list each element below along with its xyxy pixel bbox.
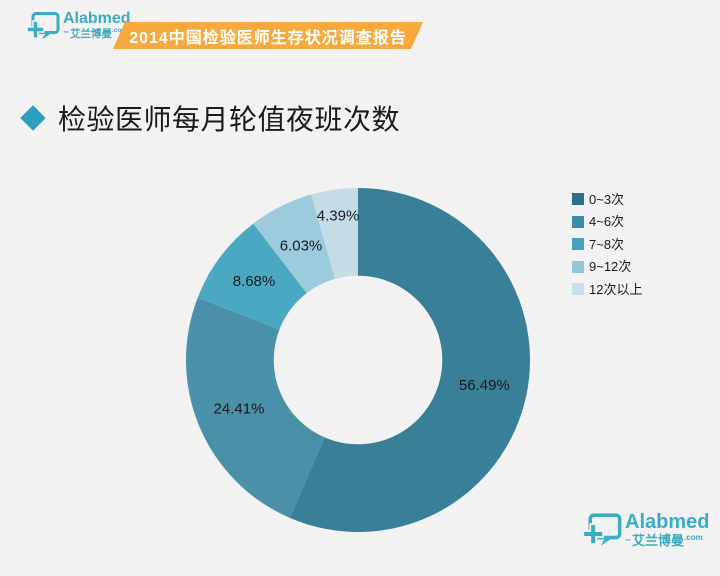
brand-name-cn: ™艾兰博曼.com	[63, 27, 128, 40]
legend-item-4: 12次以上	[572, 281, 643, 297]
page-title: 检验医师每月轮值夜班次数	[58, 104, 401, 135]
report-banner-text: 2014中国检验医师生存状况调查报告	[129, 29, 407, 47]
slice-label-2: 8.68%	[233, 273, 276, 290]
donut-slice-3	[253, 194, 336, 294]
brand-logo-header: Alabmed ™艾兰博曼.com	[26, 11, 131, 42]
brand-logo-footer: Alabmed ™艾兰博曼.com	[582, 512, 709, 549]
brand-name: Alabmed	[63, 10, 131, 27]
brand-tld: .com	[684, 533, 703, 542]
trademark-symbol: ™	[625, 538, 631, 545]
trademark-symbol: ™	[63, 31, 69, 38]
legend-label: 9~12次	[589, 259, 632, 274]
slice-label-1: 24.41%	[214, 401, 265, 418]
legend-item-3: 9~12次	[572, 259, 642, 274]
brand-logo-text: Alabmed ™艾兰博曼.com	[63, 11, 131, 40]
donut-slice-0	[289, 188, 530, 532]
brand-name: Alabmed	[625, 511, 710, 533]
legend-swatch-icon	[572, 260, 584, 273]
speech-bubble-plus-icon	[26, 12, 60, 40]
legend-swatch-icon	[572, 238, 584, 250]
diamond-bullet-icon	[20, 105, 46, 131]
legend-label: 7~8次	[589, 236, 625, 252]
brand-name-cn: ™艾兰博曼.com	[625, 533, 703, 548]
legend-swatch-icon	[572, 215, 584, 228]
donut-chart: 56.49% 24.41% 8.68% 6.03% 4.39%	[186, 188, 530, 532]
speech-bubble-plus-icon	[582, 513, 622, 546]
brand-tld: .com	[112, 27, 128, 34]
donut-slice-2	[197, 223, 307, 330]
legend-swatch-icon	[572, 193, 584, 205]
brand-logo-text: Alabmed ™艾兰博曼.com	[625, 512, 709, 547]
legend-item-2: 7~8次	[572, 236, 642, 252]
report-banner: 2014中国检验医师生存状况调查报告	[113, 22, 423, 49]
slice-label-4: 4.39%	[317, 207, 360, 224]
section-title-row: 检验医师每月轮值夜班次数	[20, 98, 401, 138]
slice-label-0: 56.49%	[459, 377, 510, 394]
legend-item-1: 4~6次	[572, 214, 642, 229]
donut-slice-4	[311, 188, 358, 279]
donut-slice-1	[186, 297, 325, 518]
chart-legend: 0~3次 4~6次 7~8次 9~12次 12次以上	[572, 193, 642, 306]
legend-label: 12次以上	[589, 281, 643, 297]
legend-swatch-icon	[572, 283, 584, 295]
legend-item-0: 0~3次	[572, 191, 642, 207]
legend-label: 4~6次	[589, 214, 625, 229]
legend-label: 0~3次	[589, 191, 625, 207]
slice-label-3: 6.03%	[280, 237, 323, 254]
